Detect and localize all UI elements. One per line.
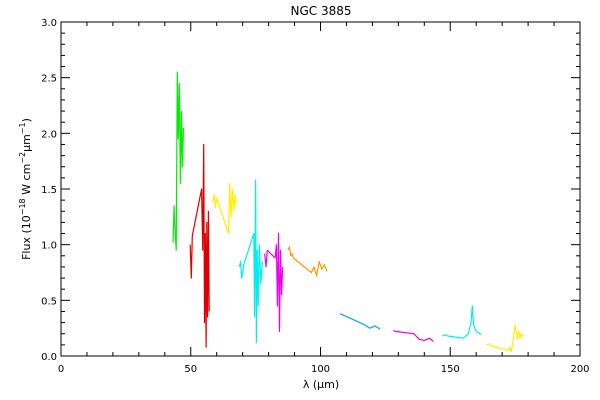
y-label-suffix: ) xyxy=(20,118,33,122)
series-line-4 xyxy=(238,179,263,344)
y-label-unit: μm xyxy=(20,134,33,152)
series-line-8 xyxy=(392,329,434,342)
series-line-10 xyxy=(486,324,523,353)
y-label-mid: W cm xyxy=(20,164,33,199)
y-tick-label: 0.0 xyxy=(41,352,57,363)
plot-frame xyxy=(60,21,581,357)
y-label-exp3: −1 xyxy=(18,122,27,134)
x-tick-label: 200 xyxy=(570,364,589,375)
y-tick-label: 0.5 xyxy=(41,296,57,307)
tick-labels: 0 50 100 150 200 0.0 0.5 1.0 1.5 2.0 2.5 3.0 xyxy=(41,18,589,375)
y-tick-label: 1.0 xyxy=(41,241,57,252)
series-line-6 xyxy=(287,246,328,277)
y-tick-label: 3.0 xyxy=(41,18,57,29)
series-line-3 xyxy=(212,182,237,235)
series-line-9 xyxy=(442,305,482,339)
series-line-11 xyxy=(517,330,524,339)
y-label-exp1: −18 xyxy=(18,198,27,215)
axis-ticks xyxy=(60,21,581,357)
series-line-7 xyxy=(339,313,381,330)
series-line-1 xyxy=(172,71,185,251)
x-tick-label: 150 xyxy=(441,364,460,375)
y-tick-label: 2.5 xyxy=(41,74,57,85)
y-label-exp2: −2 xyxy=(18,152,27,164)
chart-title: NGC 3885 xyxy=(290,4,351,18)
series-line-5 xyxy=(264,232,284,333)
y-tick-label: 1.5 xyxy=(41,185,57,196)
series-line-2 xyxy=(189,143,210,348)
x-tick-label: 0 xyxy=(58,364,64,375)
y-label-prefix: Flux (10 xyxy=(20,215,33,260)
x-tick-label: 100 xyxy=(311,364,330,375)
y-axis-label: Flux (10−18 W cm−2μm−1) xyxy=(18,118,33,260)
x-tick-label: 50 xyxy=(184,364,197,375)
y-tick-label: 2.0 xyxy=(41,129,57,140)
x-axis-label: λ (μm) xyxy=(303,378,339,391)
data-series xyxy=(172,71,524,353)
